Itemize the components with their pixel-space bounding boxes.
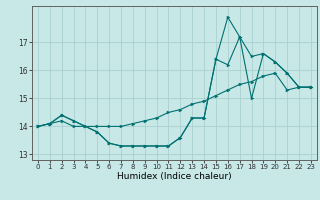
X-axis label: Humidex (Indice chaleur): Humidex (Indice chaleur) bbox=[117, 172, 232, 181]
